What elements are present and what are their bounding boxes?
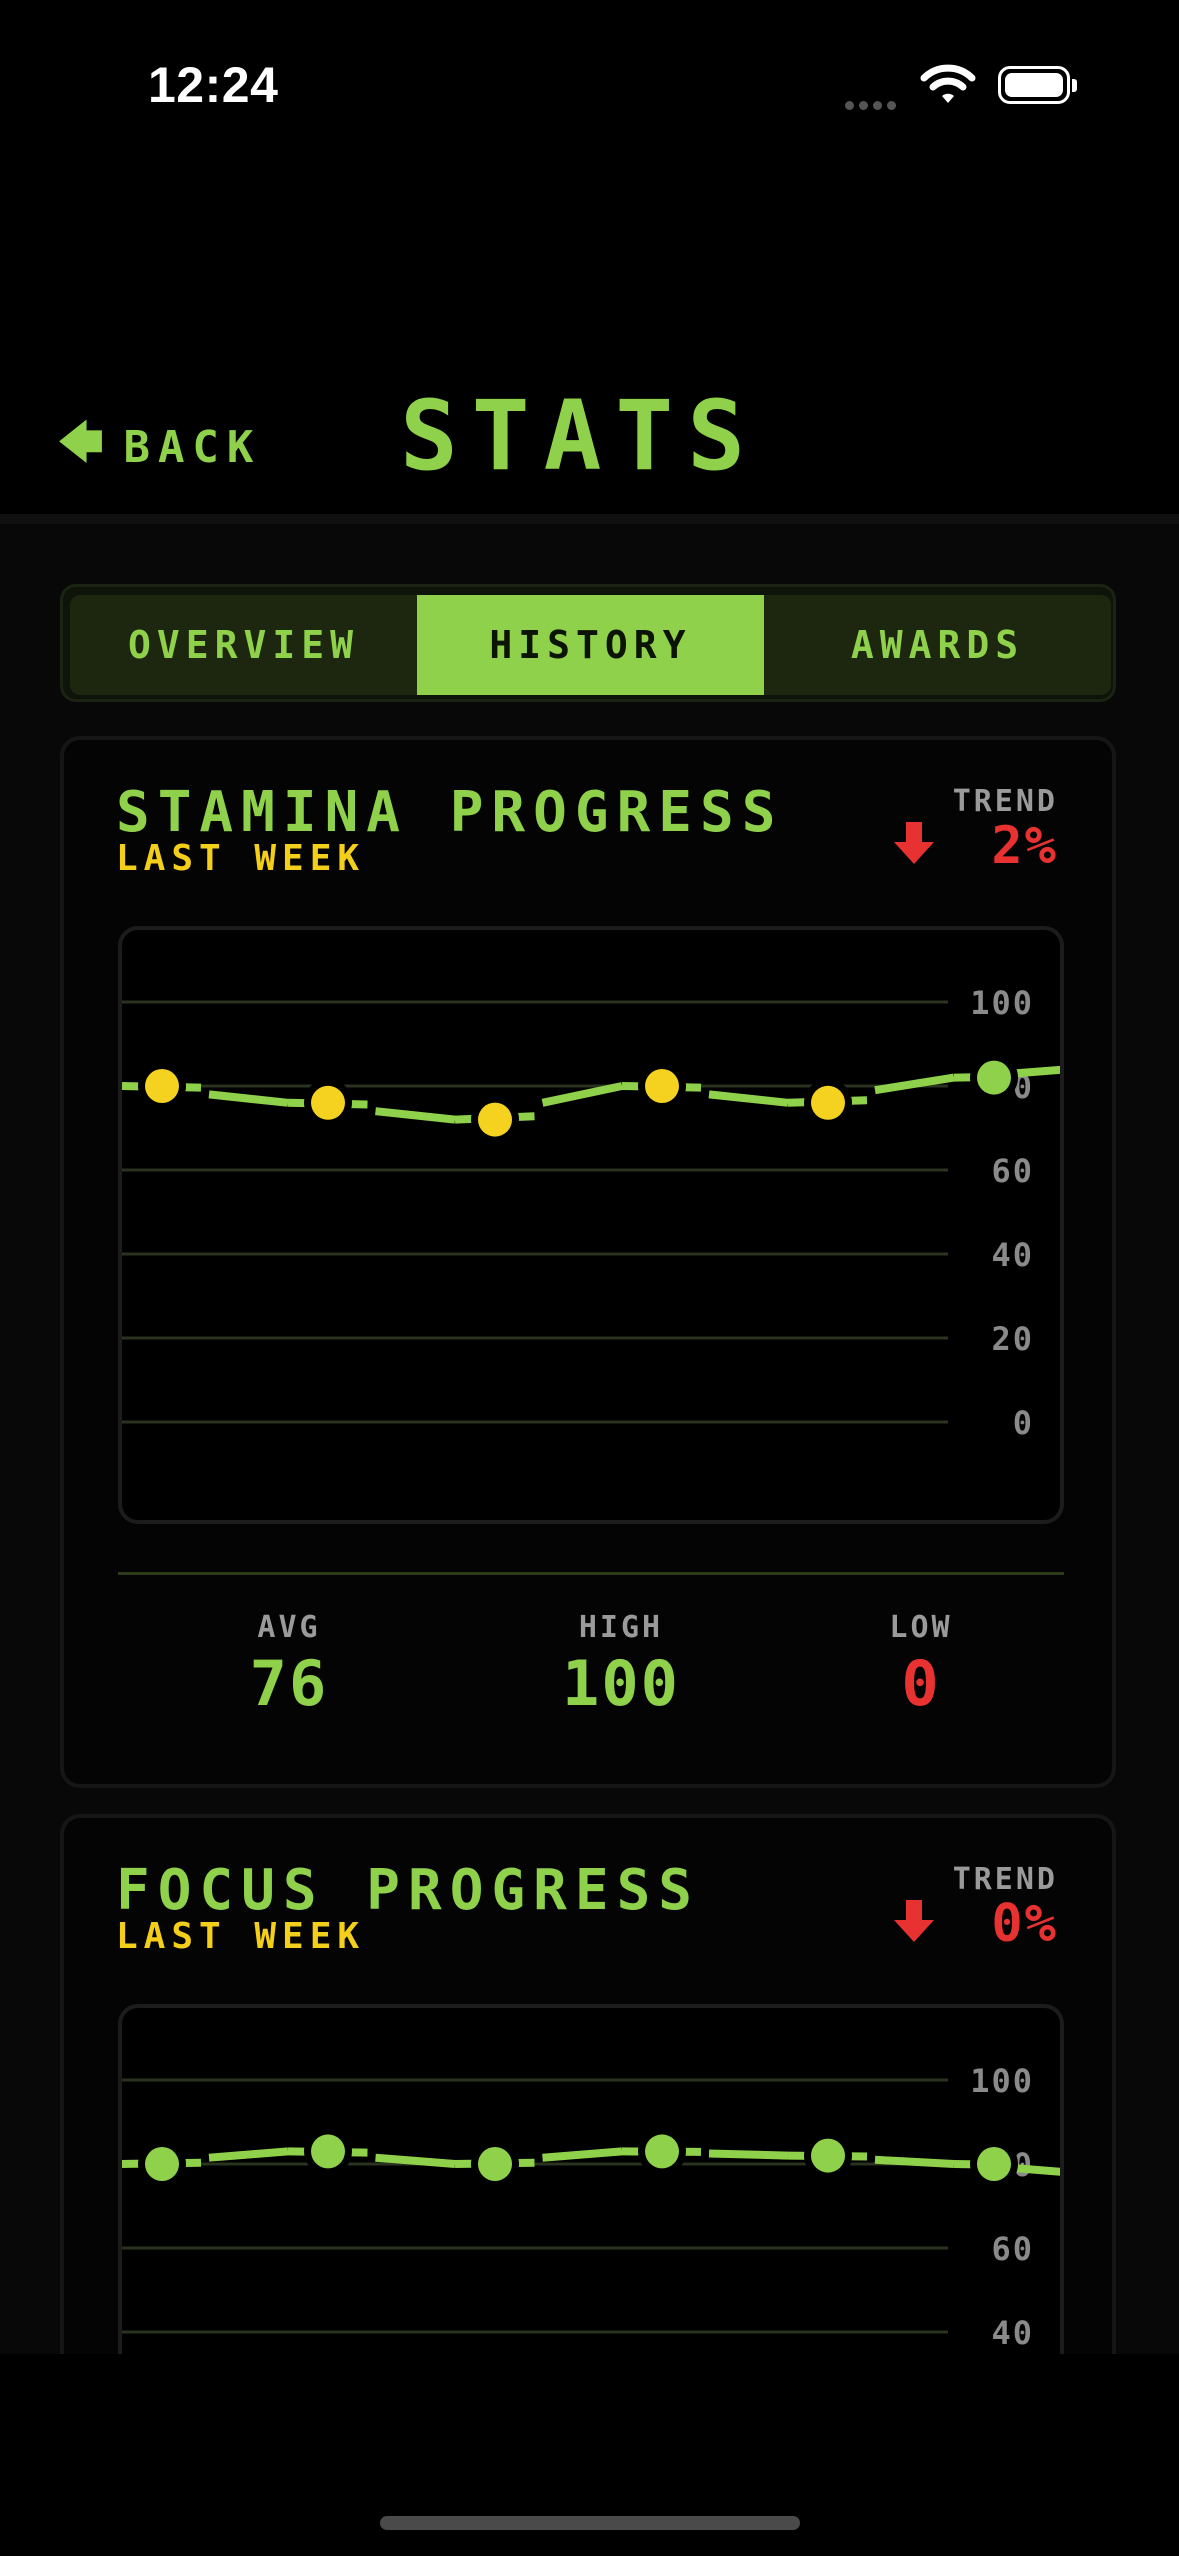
status-time: 12:24	[148, 57, 279, 113]
y-tick-label: 60	[991, 1152, 1034, 1190]
back-arrow-icon: 🡄	[58, 417, 104, 468]
data-point	[811, 2138, 845, 2173]
trend-label: TREND	[952, 784, 1058, 819]
stat-avg: AVG 76	[164, 1610, 414, 1720]
series-line	[1014, 1065, 1060, 1078]
card-title: FOCUS PROGRESS	[116, 1858, 701, 1923]
series-line	[708, 1090, 789, 1107]
focus-progress-card: FOCUS PROGRESS LAST WEEK TREND 0% 100806…	[60, 1814, 1116, 2354]
card-title: STAMINA PROGRESS	[116, 780, 784, 845]
card-subtitle: LAST WEEK	[116, 838, 366, 879]
y-tick-label: 60	[991, 2230, 1034, 2268]
data-point	[645, 2134, 679, 2169]
cellular-signal-icon	[845, 95, 901, 114]
stat-avg-label: AVG	[257, 1610, 321, 1645]
stats-divider	[118, 1572, 1064, 1575]
series-line	[541, 1082, 623, 1107]
data-point	[811, 1085, 845, 1120]
stat-high-value: 100	[562, 1647, 680, 1720]
tab-awards[interactable]: AWARDS	[764, 595, 1111, 695]
wifi-icon	[920, 64, 976, 103]
stat-low: LOW 0	[796, 1610, 1046, 1720]
y-tick-label: 40	[991, 1236, 1034, 1274]
data-point	[977, 1060, 1011, 1095]
data-point	[977, 2147, 1011, 2181]
series-line	[874, 2155, 955, 2168]
stamina-progress-card: STAMINA PROGRESS LAST WEEK TREND 2% 1008…	[60, 736, 1116, 1788]
back-label: BACK	[123, 422, 262, 473]
tab-history[interactable]: HISTORY	[417, 595, 764, 695]
tab-overview[interactable]: OVERVIEW	[70, 595, 417, 695]
data-point	[645, 1069, 679, 1103]
data-point	[145, 1069, 179, 1103]
stamina-line-chart: 100806040200	[122, 984, 1060, 1442]
stat-low-value: 0	[901, 1647, 941, 1720]
y-tick-label: 100	[970, 2062, 1034, 2100]
y-tick-label: 40	[991, 2314, 1034, 2352]
trend-value: 2%	[991, 816, 1058, 876]
battery-icon	[998, 66, 1077, 104]
stat-high-label: HIGH	[578, 1610, 664, 1645]
stamina-chart: 100806040200	[118, 926, 1064, 1524]
card-subtitle: LAST WEEK	[116, 1916, 366, 1957]
header-divider	[0, 514, 1179, 524]
series-line	[208, 1090, 289, 1107]
status-bar: 12:24	[0, 0, 1179, 170]
trend-down-arrow-icon	[894, 822, 934, 864]
stats-content[interactable]: OVERVIEW HISTORY AWARDS STAMINA PROGRESS…	[0, 524, 1179, 2354]
home-indicator[interactable]	[380, 2516, 800, 2530]
data-point	[145, 2147, 179, 2181]
data-point	[311, 2134, 345, 2169]
stat-high: HIGH 100	[496, 1610, 746, 1720]
focus-chart: 100806040	[118, 2004, 1064, 2354]
page-title: STATS	[400, 380, 759, 492]
series-line	[375, 2153, 456, 2168]
stat-low-label: LOW	[889, 1610, 953, 1645]
data-point	[311, 1085, 345, 1120]
trend-down-arrow-icon	[894, 1900, 934, 1942]
back-button[interactable]: 🡄 BACK	[58, 410, 261, 485]
trend-label: TREND	[952, 1862, 1058, 1897]
series-line	[1014, 2164, 1060, 2176]
y-tick-label: 20	[991, 1320, 1034, 1358]
series-line	[208, 2147, 289, 2162]
tab-bar: OVERVIEW HISTORY AWARDS	[60, 584, 1116, 702]
focus-line-chart: 100806040	[122, 2062, 1060, 2352]
data-point	[478, 1102, 512, 1137]
y-tick-label: 100	[970, 984, 1034, 1022]
series-line	[375, 1107, 456, 1124]
y-tick-label: 0	[1013, 1404, 1034, 1442]
stat-avg-value: 76	[249, 1647, 329, 1720]
data-point	[478, 2147, 512, 2181]
series-line	[708, 2149, 789, 2160]
series-line	[874, 1073, 955, 1095]
trend-value: 0%	[991, 1894, 1058, 1954]
series-line	[542, 2147, 623, 2162]
